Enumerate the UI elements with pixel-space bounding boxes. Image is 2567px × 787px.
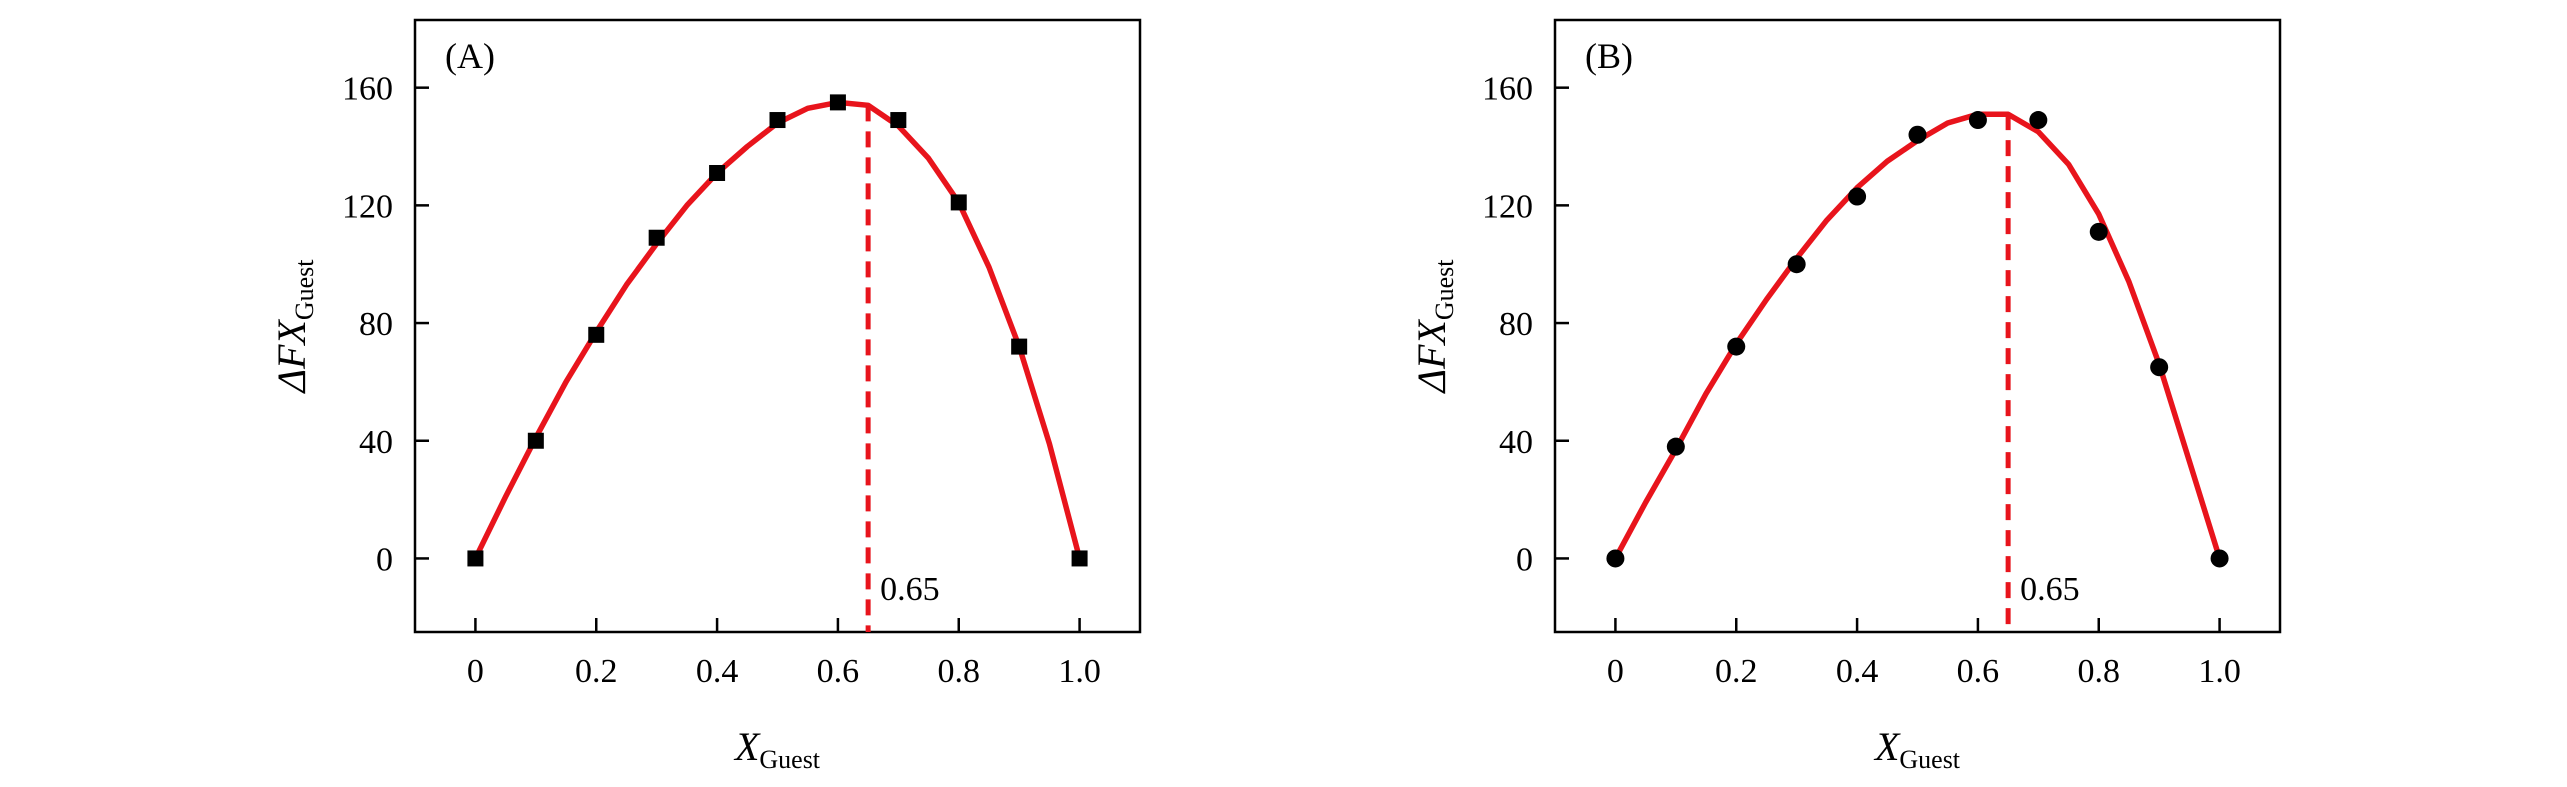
b-data-point	[2029, 111, 2048, 130]
b-data-point	[1848, 187, 1867, 206]
a-plot-frame	[413, 18, 1142, 634]
b-data-point	[1787, 255, 1806, 274]
a-data-point	[1071, 550, 1088, 567]
b-xtick-label: 0.6	[1957, 653, 2000, 690]
b-data-point	[2210, 549, 2229, 568]
b-ytick-label: 80	[1499, 306, 1533, 343]
b-data-point	[1666, 437, 1685, 456]
panel-b: 0 0.2 0.4 0.6 0.8 1.0 0 40 80 120 160 (B) XGuest ΔFXG…	[1409, 18, 2282, 774]
b-xtick-label: 0.2	[1715, 653, 1758, 690]
b-xtick-label: 1.0	[2198, 653, 2241, 690]
b-data-point	[1727, 337, 1746, 356]
a-xtick-label: 0.2	[575, 653, 618, 690]
a-xtick-label: 0.4	[696, 653, 739, 690]
panel-a: 0 0.2 0.4 0.6 0.8 1.0 0 40 80 120 160 (A) XGuest ΔFXG…	[269, 18, 1142, 774]
a-data-point	[588, 326, 605, 343]
a-ytick-label: 40	[359, 424, 393, 461]
b-data-point	[1968, 111, 1987, 130]
b-fit-curve	[1612, 111, 2223, 562]
a-data-point	[950, 194, 967, 211]
b-x-axis-title: XGuest	[1873, 724, 1961, 774]
a-data-point	[527, 432, 544, 449]
b-ytick-label: 160	[1482, 71, 1533, 108]
a-data-point	[890, 112, 907, 129]
a-data-point	[648, 229, 665, 246]
a-xtick-label: 0	[467, 653, 484, 690]
a-y-axis-title: ΔFXGuest	[269, 259, 319, 395]
b-panel-label: (B)	[1585, 36, 1633, 76]
a-fit-curve	[472, 99, 1083, 562]
a-xtick-label: 1.0	[1058, 653, 1101, 690]
b-data-point	[2089, 222, 2108, 241]
a-ytick-label: 120	[342, 188, 393, 225]
b-data-point	[1908, 125, 1927, 144]
a-data-point	[769, 112, 786, 129]
b-data-point	[1606, 549, 1625, 568]
a-data-point	[1011, 338, 1028, 355]
a-ytick-label: 80	[359, 306, 393, 343]
b-xtick-label: 0	[1607, 653, 1624, 690]
b-ytick-label: 40	[1499, 424, 1533, 461]
a-peak-marker-label: 0.65	[880, 571, 940, 608]
a-ytick-label: 0	[376, 541, 393, 578]
a-data-point	[709, 165, 726, 181]
a-xtick-label: 0.6	[817, 653, 860, 690]
a-data-point	[829, 94, 846, 111]
b-ytick-label: 120	[1482, 188, 1533, 225]
a-xtick-label: 0.8	[938, 653, 981, 690]
b-y-axis-title: ΔFXGuest	[1409, 259, 1459, 395]
a-ytick-label: 160	[342, 71, 393, 108]
b-xtick-label: 0.8	[2078, 653, 2121, 690]
a-x-axis-title: XGuest	[733, 724, 821, 774]
a-data-point	[467, 550, 484, 567]
b-ytick-label: 0	[1516, 541, 1533, 578]
b-xtick-label: 0.4	[1836, 653, 1879, 690]
b-data-point	[2150, 358, 2169, 377]
b-plot-frame	[1553, 18, 2282, 634]
b-peak-marker-label: 0.65	[2020, 571, 2080, 608]
a-panel-label: (A)	[445, 36, 495, 76]
